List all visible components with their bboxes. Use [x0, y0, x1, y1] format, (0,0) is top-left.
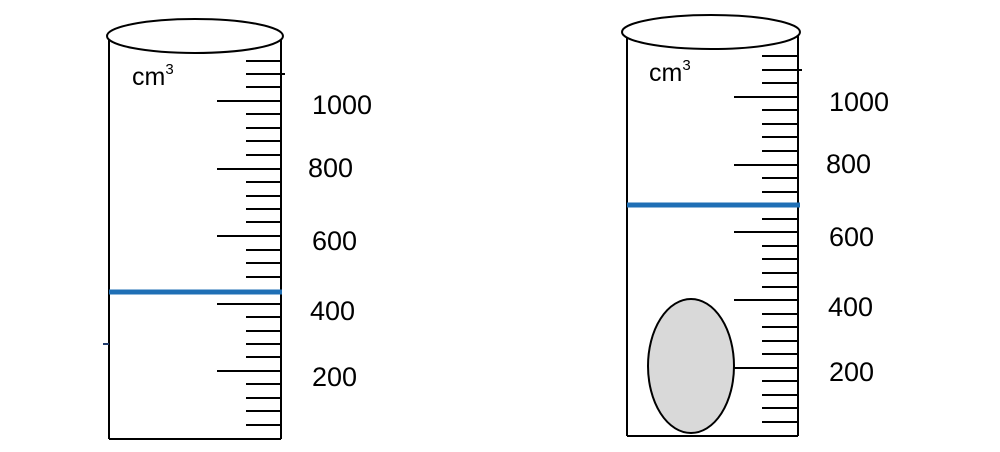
scale-label-600: 600: [312, 226, 357, 256]
scale-label-400: 400: [310, 296, 355, 326]
scale-label-1000: 1000: [312, 90, 372, 120]
cylinder-right-rim: [621, 14, 801, 50]
cylinder-left-rim: [106, 18, 284, 54]
scale-label-200: 200: [312, 362, 357, 392]
unit-label: cm3: [649, 57, 691, 87]
cylinder-right: cm3 1000 800 600 400 200: [621, 14, 889, 437]
scale-label-1000: 1000: [829, 87, 889, 117]
scale-label-800: 800: [308, 153, 353, 183]
scale-label-200: 200: [829, 357, 874, 387]
scale-label-400: 400: [828, 292, 873, 322]
scale-label-800: 800: [826, 149, 871, 179]
cylinder-left-ticks: [217, 60, 285, 426]
unit-label: cm3: [132, 61, 174, 91]
cylinder-right-ticks: [734, 55, 802, 423]
scale-label-600: 600: [829, 222, 874, 252]
submerged-object: [647, 298, 735, 434]
cylinder-left: cm3 1000 800 600 400 200: [103, 18, 372, 440]
